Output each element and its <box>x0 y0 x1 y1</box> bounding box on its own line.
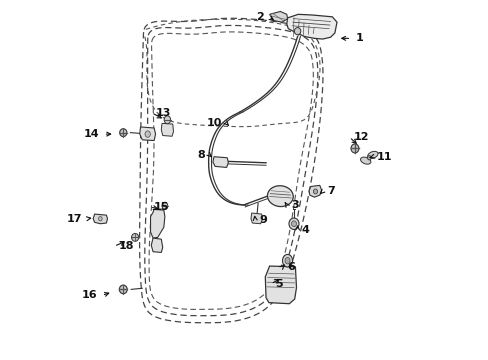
Ellipse shape <box>288 218 298 229</box>
Ellipse shape <box>285 257 289 264</box>
Polygon shape <box>265 266 296 304</box>
Ellipse shape <box>267 186 293 207</box>
Polygon shape <box>150 210 164 238</box>
Ellipse shape <box>367 151 377 158</box>
Ellipse shape <box>360 157 370 164</box>
Text: 15: 15 <box>154 202 169 212</box>
Text: 7: 7 <box>326 186 334 197</box>
Text: 4: 4 <box>301 225 309 235</box>
Ellipse shape <box>291 221 296 226</box>
Ellipse shape <box>99 217 102 221</box>
Ellipse shape <box>294 28 300 35</box>
Polygon shape <box>93 214 107 224</box>
Ellipse shape <box>144 131 150 137</box>
Ellipse shape <box>164 116 170 124</box>
Ellipse shape <box>282 255 292 267</box>
Text: 14: 14 <box>83 129 99 139</box>
Ellipse shape <box>367 156 370 160</box>
Polygon shape <box>250 213 262 224</box>
Polygon shape <box>286 14 336 39</box>
Ellipse shape <box>313 189 317 194</box>
Polygon shape <box>151 238 163 252</box>
Polygon shape <box>161 123 173 136</box>
Text: 3: 3 <box>290 200 298 210</box>
Text: 5: 5 <box>274 279 282 289</box>
Text: 10: 10 <box>206 118 222 128</box>
Ellipse shape <box>119 285 127 294</box>
Text: 6: 6 <box>286 262 294 272</box>
Polygon shape <box>212 157 228 167</box>
Text: 12: 12 <box>353 132 368 142</box>
Text: 18: 18 <box>118 241 134 251</box>
Text: 9: 9 <box>259 215 267 225</box>
Text: 8: 8 <box>197 150 204 160</box>
Ellipse shape <box>131 233 139 241</box>
Text: 16: 16 <box>81 291 97 301</box>
Text: 13: 13 <box>155 108 171 118</box>
Ellipse shape <box>120 129 126 136</box>
Polygon shape <box>308 185 321 197</box>
Text: 17: 17 <box>67 214 82 224</box>
Ellipse shape <box>162 202 167 210</box>
Text: 2: 2 <box>256 12 264 22</box>
Text: 1: 1 <box>355 33 363 43</box>
Polygon shape <box>269 12 287 22</box>
Text: 11: 11 <box>376 152 392 162</box>
Polygon shape <box>140 127 155 140</box>
Ellipse shape <box>350 144 358 153</box>
